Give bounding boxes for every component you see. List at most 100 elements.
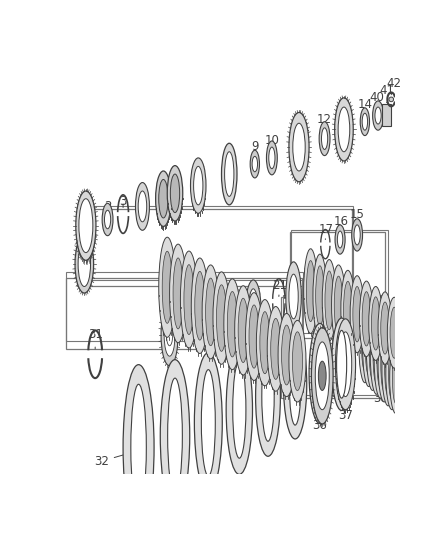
Bar [381,104,390,126]
Text: 40: 40 [368,91,383,110]
Ellipse shape [232,361,245,458]
Ellipse shape [167,378,182,494]
Text: 41: 41 [378,84,393,102]
Ellipse shape [362,305,374,386]
Bar [283,295,383,395]
Ellipse shape [226,345,252,474]
Ellipse shape [353,225,360,245]
Bar [76,209,351,286]
Text: 27: 27 [223,293,239,310]
Ellipse shape [135,182,149,230]
Ellipse shape [384,342,391,395]
Ellipse shape [303,249,317,334]
Text: 39: 39 [316,279,331,299]
Text: 6: 6 [196,165,204,185]
Ellipse shape [334,98,353,161]
Ellipse shape [226,294,237,338]
Ellipse shape [216,285,226,351]
Ellipse shape [361,292,370,346]
Text: 18: 18 [162,264,177,284]
Ellipse shape [285,262,300,331]
Ellipse shape [227,292,237,357]
Text: 26: 26 [246,287,261,304]
Ellipse shape [161,304,178,366]
Ellipse shape [259,312,269,374]
Ellipse shape [389,343,401,414]
Ellipse shape [234,286,251,375]
Ellipse shape [331,265,345,345]
Ellipse shape [194,353,222,493]
Text: 16: 16 [333,215,348,235]
Ellipse shape [173,258,183,329]
Text: 31: 31 [88,328,102,349]
Ellipse shape [334,225,344,254]
Ellipse shape [372,101,383,130]
Circle shape [388,97,392,102]
Ellipse shape [377,292,391,364]
Ellipse shape [351,219,362,251]
Ellipse shape [376,332,383,387]
Ellipse shape [102,203,113,236]
Ellipse shape [321,128,327,149]
Ellipse shape [76,191,96,260]
Ellipse shape [336,231,342,248]
Ellipse shape [190,158,205,213]
Ellipse shape [318,122,329,156]
Ellipse shape [270,318,280,379]
Bar [290,232,384,338]
Text: 32: 32 [94,451,136,468]
Ellipse shape [336,330,346,398]
Text: 13: 13 [336,103,350,123]
Ellipse shape [308,324,330,424]
Ellipse shape [337,107,349,152]
Ellipse shape [155,171,171,227]
Ellipse shape [201,265,219,359]
Ellipse shape [166,324,172,346]
Ellipse shape [193,166,202,205]
Ellipse shape [314,336,325,410]
Text: 34: 34 [231,416,246,456]
Ellipse shape [368,287,382,360]
Ellipse shape [248,305,258,368]
Ellipse shape [388,348,395,400]
Ellipse shape [251,156,257,172]
Ellipse shape [268,147,274,168]
Ellipse shape [311,328,332,424]
Ellipse shape [170,174,179,213]
Text: 17: 17 [318,223,333,239]
Ellipse shape [245,293,262,381]
Text: 2: 2 [104,200,111,220]
Bar [280,296,383,398]
Ellipse shape [377,327,389,402]
Ellipse shape [78,242,90,287]
Ellipse shape [321,260,336,341]
Ellipse shape [361,113,367,130]
Ellipse shape [238,298,247,362]
Ellipse shape [288,320,305,402]
Text: 19: 19 [302,267,318,287]
Ellipse shape [266,141,277,175]
Ellipse shape [224,152,233,196]
Text: 3: 3 [119,195,127,207]
Text: 35: 35 [260,409,275,448]
Ellipse shape [277,313,294,397]
Text: 21: 21 [272,279,286,296]
Ellipse shape [312,254,326,337]
Ellipse shape [164,314,175,356]
Ellipse shape [381,332,393,406]
Text: 28: 28 [206,298,221,315]
Ellipse shape [245,280,261,338]
Ellipse shape [392,353,399,403]
Ellipse shape [180,251,197,348]
Bar [66,272,302,341]
Text: 11: 11 [295,120,310,141]
Circle shape [211,319,215,324]
Ellipse shape [281,325,291,385]
Ellipse shape [256,300,273,386]
Ellipse shape [370,316,382,394]
Ellipse shape [359,281,373,357]
Ellipse shape [380,337,387,391]
Ellipse shape [283,329,306,439]
Ellipse shape [288,274,297,319]
Ellipse shape [191,258,208,353]
